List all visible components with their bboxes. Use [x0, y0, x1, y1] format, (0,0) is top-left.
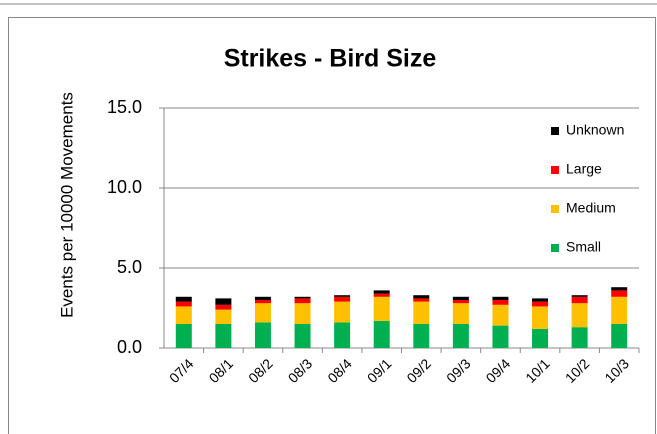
bar-segment — [334, 296, 351, 302]
legend-swatch — [551, 166, 559, 174]
legend-label: Medium — [566, 200, 616, 216]
bar-segment — [413, 298, 430, 302]
bar-segment — [334, 301, 351, 323]
y-axis-label: Events per 10000 Movements — [57, 92, 76, 318]
bar-segment — [373, 290, 390, 294]
chart-frame — [8, 17, 656, 434]
bar-segment — [571, 303, 588, 328]
legend-swatch — [551, 127, 559, 135]
bar-segment — [254, 322, 271, 348]
bar-segment — [334, 322, 351, 348]
bar-segment — [611, 287, 628, 291]
bar-segment — [254, 300, 271, 304]
bar-segment — [571, 327, 588, 348]
bar-segment — [254, 296, 271, 300]
legend-label: Small — [566, 239, 601, 255]
bar-segment — [452, 300, 469, 304]
bar-segment — [492, 304, 509, 326]
bar-segment — [532, 301, 549, 307]
bar-segment — [413, 295, 430, 299]
bar-segment — [532, 298, 549, 302]
bar-segment — [492, 300, 509, 305]
bar-segment — [532, 306, 549, 329]
bar-segment — [611, 296, 628, 324]
bar-segment — [492, 296, 509, 300]
bar-segment — [175, 296, 192, 302]
bar-segment — [611, 324, 628, 348]
bar-segment — [452, 303, 469, 324]
bar-segment — [294, 303, 311, 324]
bar-segment — [373, 296, 390, 321]
legend-swatch — [551, 244, 559, 252]
bar-segment — [294, 296, 311, 299]
y-tick-label: 15.0 — [107, 97, 142, 117]
bar-segment — [175, 301, 192, 307]
bar-segment — [334, 295, 351, 297]
bar-segment — [492, 325, 509, 348]
bar-segment — [215, 298, 232, 305]
bar-segment — [571, 296, 588, 304]
bar-segment — [175, 324, 192, 348]
legend-label: Large — [566, 161, 602, 177]
bar-segment — [373, 293, 390, 297]
bar-segment — [215, 324, 232, 348]
bar-segment — [294, 298, 311, 304]
legend-swatch — [551, 205, 559, 213]
bar-segment — [175, 306, 192, 324]
bar-segment — [215, 309, 232, 324]
legend-label: Unknown — [566, 122, 624, 138]
bar-segment — [571, 295, 588, 297]
y-tick-label: 0.0 — [117, 337, 142, 357]
y-tick-label: 5.0 — [117, 257, 142, 277]
bar-segment — [452, 324, 469, 348]
y-tick-label: 10.0 — [107, 177, 142, 197]
bar-segment — [254, 303, 271, 323]
bar-segment — [373, 320, 390, 348]
bar-segment — [611, 290, 628, 297]
bar-segment — [452, 296, 469, 300]
bar-segment — [532, 328, 549, 348]
chart-title: Strikes - Bird Size — [224, 45, 437, 73]
bar-segment — [413, 301, 430, 324]
bar-segment — [215, 304, 232, 310]
bar-segment — [294, 324, 311, 348]
bar-segment — [413, 324, 430, 348]
